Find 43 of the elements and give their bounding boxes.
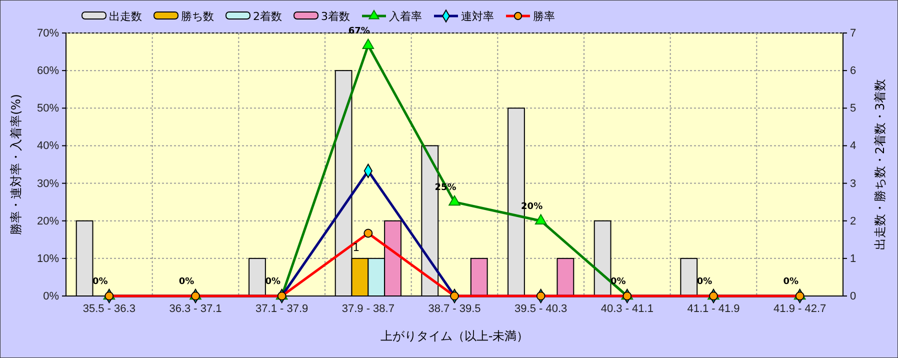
y2-tick-label: 0: [850, 290, 856, 303]
y-tick-label: 30%: [36, 178, 60, 190]
legend-label: 入着率: [389, 10, 422, 23]
annotation: 1: [352, 240, 360, 254]
y-tick-label: 60%: [36, 65, 60, 78]
y2-tick-label: 5: [850, 102, 856, 115]
x-tick-label: 37.9 - 38.7: [342, 302, 394, 315]
legend-label: 3着数: [321, 10, 350, 23]
y-tick-label: 0%: [43, 290, 60, 303]
y-tick-label: 70%: [36, 28, 60, 40]
y2-axis-title: 出走数・勝ち数・2着数・3着数: [873, 78, 887, 250]
x-tick-label: 41.1 - 41.9: [687, 302, 740, 315]
y2-tick-label: 7: [850, 28, 856, 40]
legend-label: 出走数: [109, 10, 142, 23]
y2-tick-label: 3: [850, 178, 856, 190]
point: [362, 38, 374, 49]
x-tick-label: 38.7 - 39.5: [428, 302, 481, 315]
x-tick-label: 36.3 - 37.1: [169, 302, 222, 315]
y-tick-label: 40%: [36, 140, 60, 152]
x-tick-label: 39.5 - 40.3: [514, 302, 568, 315]
y2-tick-label: 4: [850, 140, 856, 152]
data-label: 0%: [696, 277, 712, 287]
legend-label: 勝ち数: [181, 10, 214, 23]
y-axis-title: 勝率・連対率・入着率(%): [9, 94, 23, 235]
y-tick-label: 50%: [36, 102, 60, 115]
data-label: 0%: [178, 277, 194, 287]
y-tick-label: 10%: [36, 252, 60, 265]
x-tick-label: 40.3 - 41.1: [600, 302, 654, 315]
y-tick-label: 20%: [36, 215, 60, 228]
x-axis-title: 上がりタイム（以上-未満）: [380, 329, 529, 343]
legend-label: 2着数: [253, 10, 282, 23]
data-label: 0%: [92, 277, 108, 287]
data-label: 0%: [783, 277, 798, 287]
x-tick-label: 41.9 - 42.7: [774, 302, 826, 315]
legend-label: 連対率: [461, 10, 494, 23]
point: [448, 195, 460, 206]
point: [534, 214, 547, 224]
y2-tick-label: 1: [850, 252, 856, 265]
y2-tick-label: 6: [850, 65, 856, 78]
x-tick-label: 37.1 - 37.9: [256, 302, 308, 315]
x-tick-label: 35.5 - 36.3: [82, 302, 136, 315]
y2-tick-label: 2: [850, 215, 856, 228]
legend-label: 勝率: [533, 10, 555, 23]
